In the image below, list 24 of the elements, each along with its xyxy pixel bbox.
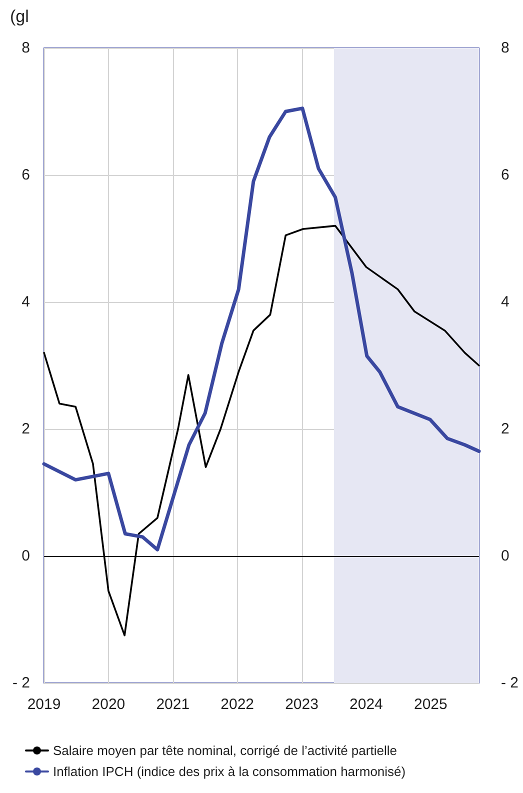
legend-label: Salaire moyen par tête nominal, corrigé de l’activité partielle bbox=[53, 743, 397, 758]
y2-tick-label: 2 bbox=[501, 420, 510, 438]
x-tick-label: 2019 bbox=[27, 696, 61, 713]
x-tick-label: 2022 bbox=[220, 696, 254, 713]
y2-tick-label: 6 bbox=[501, 166, 510, 184]
y-axis-title: (gl bbox=[10, 7, 29, 26]
y2-tick-label: 8 bbox=[501, 40, 510, 56]
y-tick-label: 6 bbox=[22, 166, 30, 184]
legend-label: Inflation IPCH (indice des prix à la consommation harmonisé) bbox=[53, 764, 406, 779]
x-tick-label: 2024 bbox=[350, 696, 383, 713]
y-tick-label: 8 bbox=[22, 40, 30, 56]
y-tick-label: - 2 bbox=[12, 674, 30, 692]
line-series bbox=[43, 224, 480, 636]
y-tick-label: 2 bbox=[22, 420, 30, 438]
x-tick-label: 2021 bbox=[156, 696, 190, 713]
x-tick-label: 2025 bbox=[414, 696, 448, 713]
y2-tick-label: 4 bbox=[501, 294, 510, 310]
x-tick-label: 2020 bbox=[92, 696, 126, 713]
y2-tick-label: 0 bbox=[501, 548, 510, 564]
y-tick-label: 4 bbox=[22, 294, 30, 310]
x-tick-label: 2023 bbox=[285, 696, 318, 713]
line-series bbox=[42, 106, 481, 552]
y-tick-label: 0 bbox=[22, 548, 30, 564]
y2-tick-label: - 2 bbox=[501, 674, 519, 692]
